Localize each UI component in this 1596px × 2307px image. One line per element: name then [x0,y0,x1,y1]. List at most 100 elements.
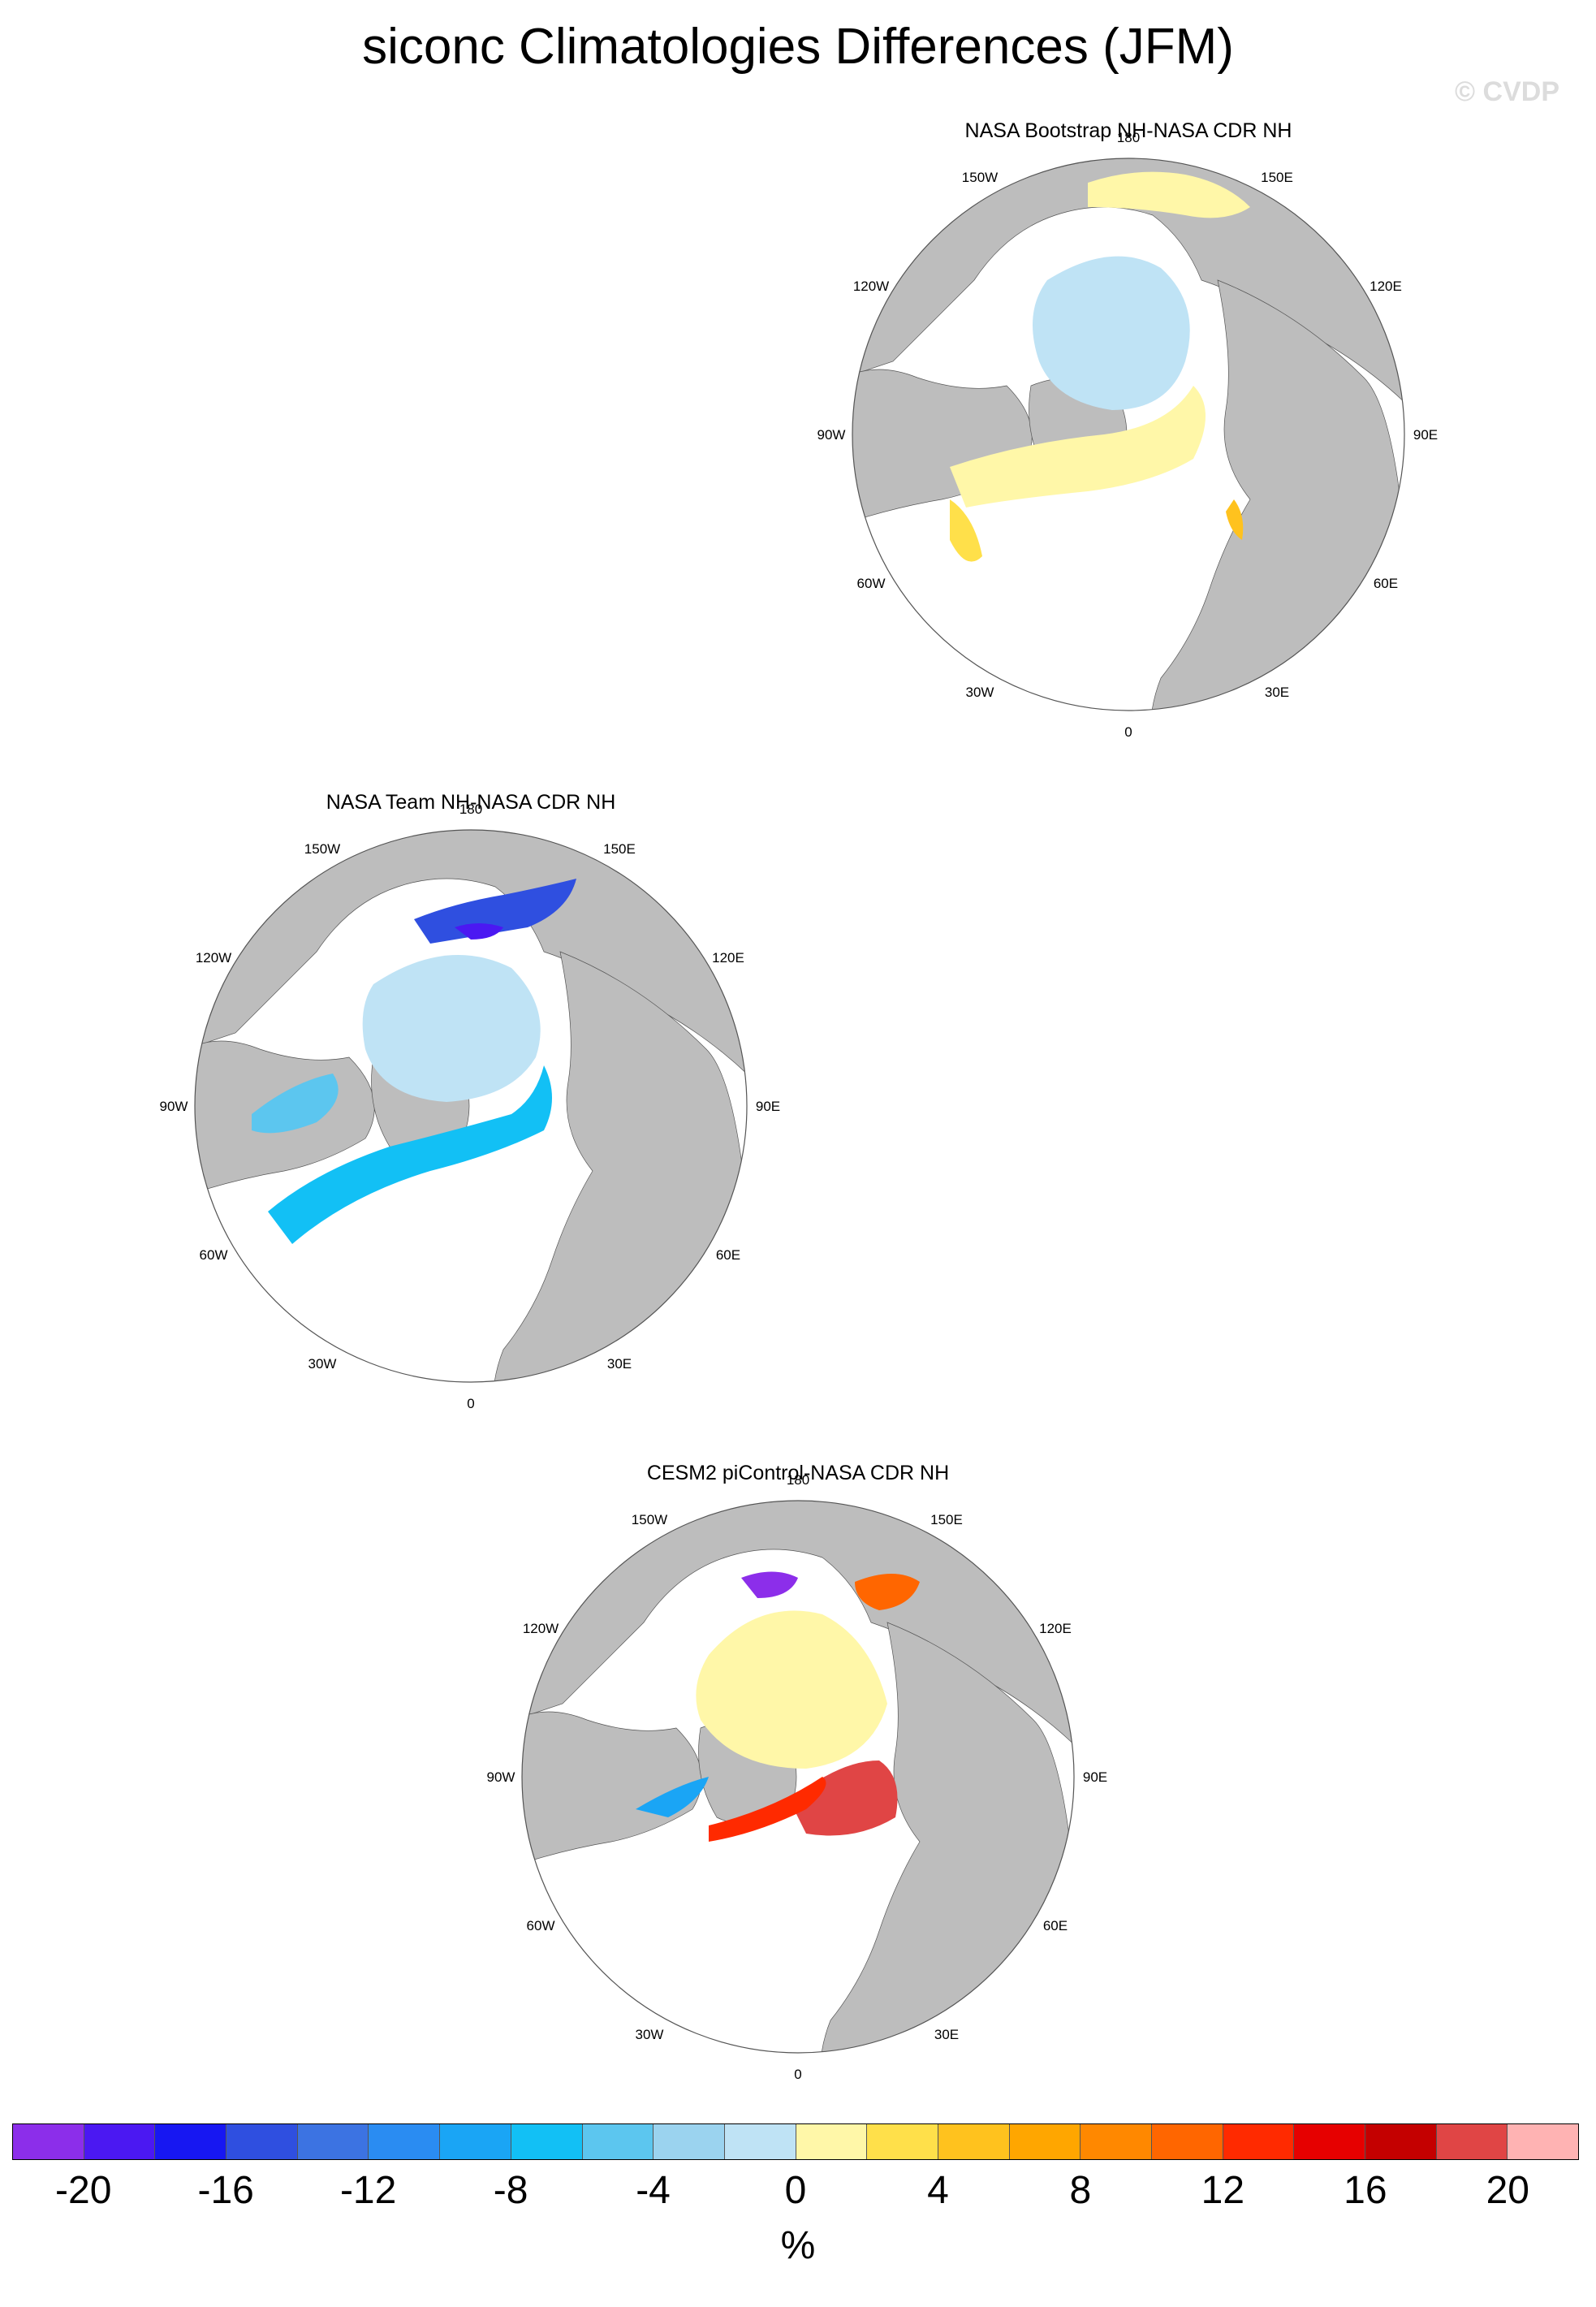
polar-map: 180 150E 120E 90E 60E 30E 0 30W 60W 90W 120W 150W [817,130,1439,740]
colorbar-tick-label: 12 [1201,2169,1245,2212]
longitude-label: 60E [1043,1918,1068,1933]
colorbar-box [1081,2124,1152,2159]
difference-region [950,499,982,562]
longitude-label: 0 [467,1396,474,1411]
longitude-label: 30E [934,2027,959,2042]
colorbar-box [796,2124,868,2159]
difference-region [362,955,541,1102]
longitude-label: 120E [1370,279,1402,294]
map-body [522,1501,1074,2053]
difference-region [252,1074,339,1134]
colorbar-box [867,2124,938,2159]
figure-title: siconc Climatologies Differences (JFM) [362,19,1234,75]
watermark: © CVDP [1455,76,1559,107]
colorbar-tick-label: 4 [927,2169,949,2212]
longitude-label: 120W [523,1621,559,1636]
longitude-label: 150E [1261,170,1293,185]
longitude-label: 90W [487,1769,515,1785]
longitude-label: 60W [200,1247,228,1263]
colorbar-tick-label: -8 [493,2169,528,2212]
map-panel-cesm2: CESM2 piControl-NASA CDR NH 180 150E 120E 9… [487,1460,1108,2110]
longitude-label: 0 [794,2067,801,2082]
map-boundary [521,1500,1075,2054]
panel-title: NASA Bootstrap NH-NASA CDR NH [964,119,1292,142]
difference-region [950,386,1206,508]
longitude-label: 180 [1117,130,1140,145]
longitude-label: 90W [160,1099,188,1114]
difference-region [696,1610,887,1769]
longitude-label: 60W [527,1918,555,1933]
colorbar-box [582,2124,654,2159]
polar-map: 180 150E 120E 90E 60E 30E 0 30W 60W 90W 120W 150W [160,801,781,1411]
longitude-label: 30W [636,2027,664,2042]
longitude-label: 30E [1265,685,1289,700]
difference-region [1033,256,1190,410]
colorbar [12,2123,1579,2160]
map-body [852,158,1404,711]
colorbar-box [724,2124,796,2159]
longitude-label: 90E [756,1099,780,1114]
difference-region [741,1571,798,1598]
colorbar-tick-label: 8 [1069,2169,1092,2212]
map-body [195,830,747,1382]
map-boundary [852,158,1405,711]
colorbar-tick-label: -4 [636,2169,671,2212]
colorbar-box [938,2124,1010,2159]
longitude-label: 120E [712,950,744,966]
difference-region [1226,499,1244,540]
longitude-label: 90W [817,427,846,443]
colorbar-box [1223,2124,1295,2159]
longitude-label: 30W [966,685,994,700]
longitude-label: 90E [1083,1769,1107,1785]
difference-region [1088,171,1250,218]
difference-region [709,1777,826,1842]
colorbar-box [369,2124,441,2159]
map-boundary [194,829,748,1383]
colorbar-box [226,2124,298,2159]
colorbar-box [1152,2124,1223,2159]
longitude-label: 60E [1374,576,1398,591]
colorbar-box [440,2124,511,2159]
colorbar-box [155,2124,227,2159]
difference-region [855,1574,920,1610]
colorbar-box [1009,2124,1081,2159]
difference-region [268,1065,552,1244]
colorbar-box [84,2124,156,2159]
colorbar-tick-label: 16 [1344,2169,1387,2212]
longitude-label: 180 [459,801,482,817]
colorbar-box [297,2124,369,2159]
longitude-label: 60W [857,576,886,591]
longitude-label: 0 [1124,724,1132,740]
colorbar-tick-label: -12 [339,2169,397,2212]
longitude-label: 150E [930,1512,963,1527]
longitude-label: 120W [196,950,231,966]
colorbar-box [1508,2124,1579,2159]
longitude-label: 30W [308,1356,337,1372]
colorbar-tick-label: 0 [784,2169,807,2212]
longitude-label: 30E [607,1356,632,1372]
difference-region [790,1760,898,1836]
longitude-label: 150W [632,1512,667,1527]
colorbar-box [511,2124,583,2159]
colorbar-unit: % [780,2224,816,2267]
colorbar-box [1365,2124,1437,2159]
longitude-label: 60E [716,1247,740,1263]
panel-title: CESM2 piControl-NASA CDR NH [646,1462,950,1484]
colorbar-tick-label: 20 [1486,2169,1529,2212]
longitude-label: 120W [853,279,889,294]
colorbar-labels: -20 -16 -12 -8 -4 0 4 8 12 16 20 [12,2168,1579,2217]
polar-map: 180 150E 120E 90E 60E 30E 0 30W 60W 90W 120W 150W [487,1472,1108,2082]
longitude-label: 150E [603,841,636,857]
map-panel-team: NASA Team NH-NASA CDR NH 180 150E 120E 90E 6… [160,789,781,1439]
colorbar-tick-label: -20 [55,2169,112,2212]
longitude-label: 180 [787,1472,809,1488]
colorbar-tick-label: -16 [197,2169,254,2212]
colorbar-box [13,2124,84,2159]
longitude-label: 120E [1039,1621,1072,1636]
colorbar-box [1436,2124,1508,2159]
longitude-label: 150W [962,170,998,185]
colorbar-box [1294,2124,1366,2159]
difference-region [455,923,503,940]
longitude-label: 90E [1413,427,1438,443]
longitude-label: 150W [304,841,340,857]
